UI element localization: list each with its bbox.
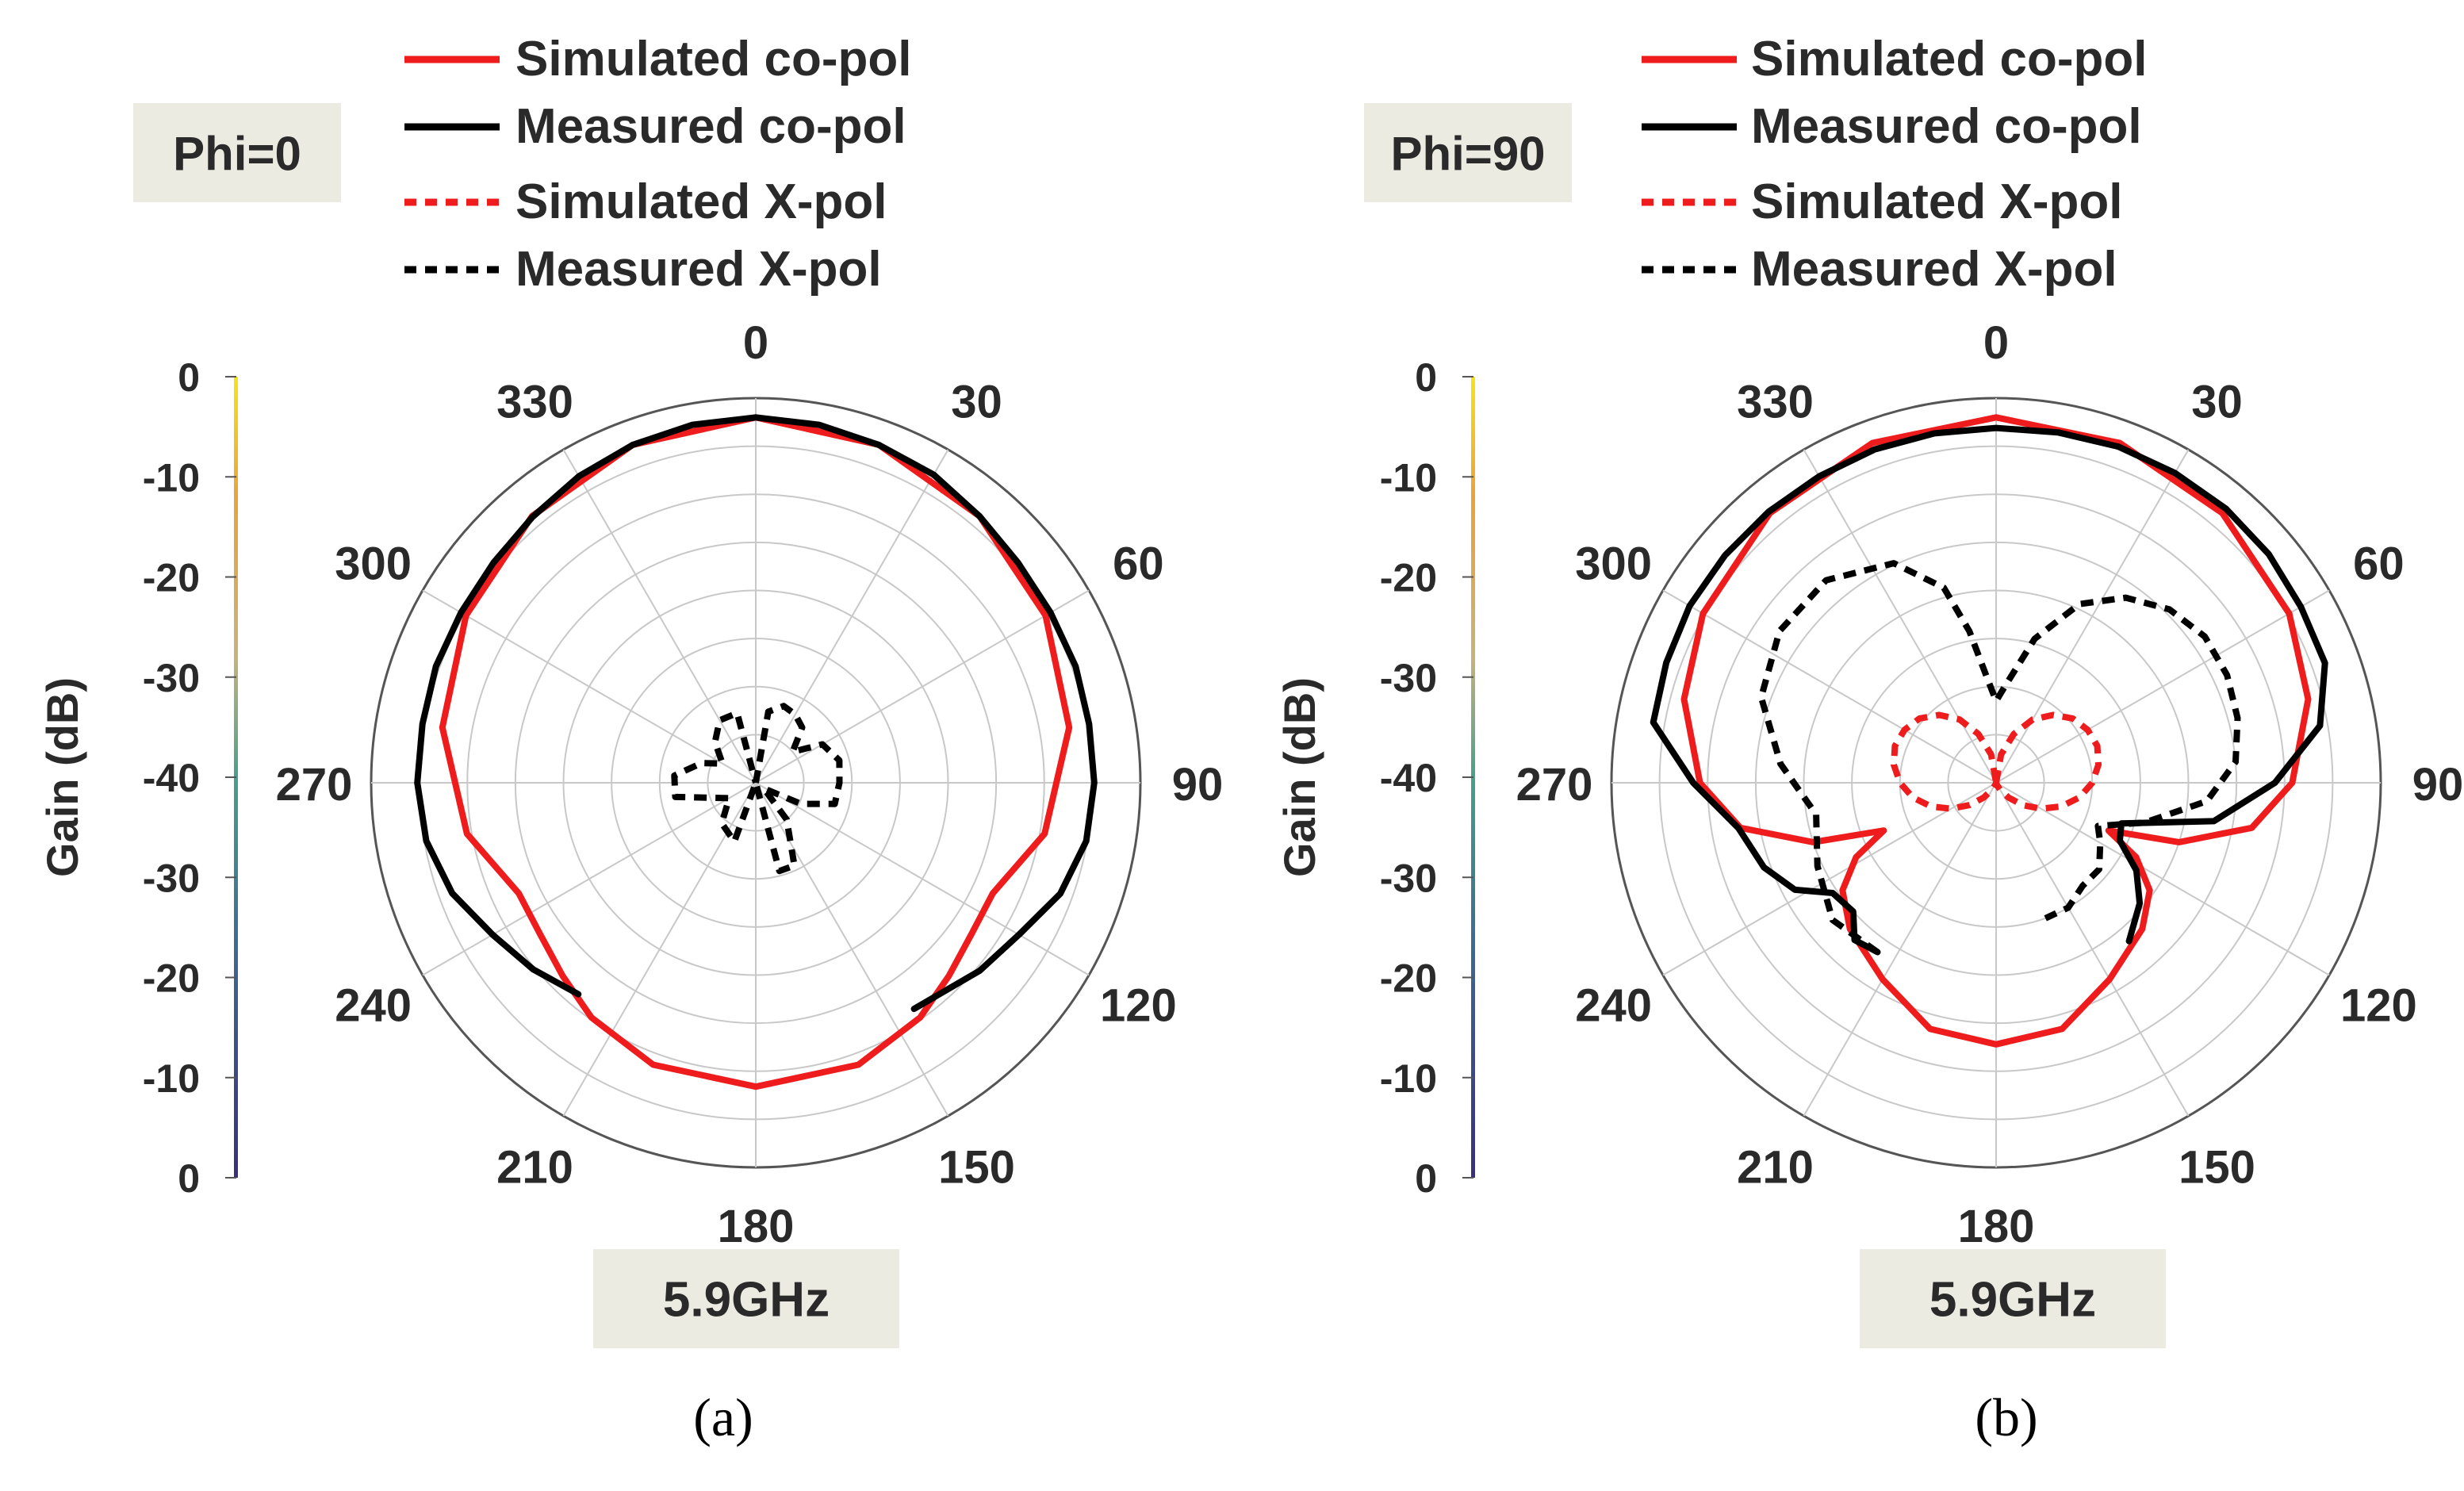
panel-caption: (a) [693, 1387, 753, 1447]
angle-tick-label: 0 [743, 317, 768, 369]
grid-spoke [1662, 589, 1997, 784]
angle-tick-label: 270 [1516, 759, 1593, 811]
angle-tick-label: 90 [1172, 759, 1224, 811]
colorbar: 0 -10 -20 -30 -40 -30 -20 -10 0 [143, 355, 238, 1201]
angle-tick-label: 60 [1113, 539, 1164, 590]
legend-label: Simulated co-pol [1751, 32, 2147, 86]
grid-spoke [1995, 589, 2330, 784]
grid-spoke [562, 782, 757, 1117]
colorbar-tick-label: -30 [143, 656, 200, 700]
angle-tick-label: 180 [1958, 1201, 2035, 1252]
colorbar-tick-label: 0 [178, 355, 200, 400]
series-measured-x-pol [671, 703, 843, 875]
angle-tick-label: 90 [2412, 759, 2464, 811]
angle-tick-label: 120 [1100, 980, 1177, 1032]
grid-spoke [1803, 782, 1997, 1117]
polar-grid [1610, 397, 2382, 1169]
phi-label: Phi=0 [173, 128, 301, 181]
y-axis-label: Gain (dB) [1274, 677, 1324, 877]
colorbar-tick-label: -10 [143, 1056, 200, 1101]
legend: Simulated co-pol Measured co-pol Simulated… [404, 32, 911, 297]
colorbar-tick-label: -10 [143, 455, 200, 500]
angle-tick-label: 300 [1575, 539, 1652, 590]
frequency-label: 5.9GHz [1929, 1273, 2096, 1328]
colorbar-tick-label: -40 [143, 756, 200, 800]
colorbar-tick-label: -30 [1380, 656, 1437, 700]
grid-spoke [422, 782, 757, 976]
angle-tick-label: 240 [335, 980, 412, 1032]
angle-tick-label: 210 [1737, 1141, 1814, 1193]
colorbar: 0 -10 -20 -30 -40 -30 -20 -10 0 [1380, 355, 1475, 1201]
angle-tick-label: 180 [718, 1201, 795, 1252]
grid-spoke [1803, 449, 1997, 784]
colorbar-tick-label: -20 [1380, 956, 1437, 1001]
angle-tick-label: 120 [2340, 980, 2417, 1032]
legend-label: Measured X-pol [515, 242, 882, 297]
series-measured-co-pol [414, 414, 1098, 1013]
series-simulated-x-pol [1891, 711, 2102, 812]
colorbar-tick-label: -10 [1380, 455, 1437, 500]
legend-label: Measured co-pol [515, 99, 906, 154]
series-simulated-co-pol [439, 414, 1073, 1090]
frequency-box [593, 1249, 899, 1348]
colorbar-tick-label: 0 [178, 1156, 200, 1201]
colorbar-tick-label: -20 [143, 556, 200, 600]
legend-label: Measured co-pol [1751, 99, 2142, 154]
angle-tick-label: 30 [2191, 377, 2243, 428]
grid-spoke [1995, 449, 2190, 784]
colorbar-tick-label: -20 [1380, 556, 1437, 600]
grid-spoke [755, 449, 949, 784]
angle-tick-label: 150 [938, 1141, 1015, 1193]
panel-caption: (b) [1975, 1387, 2037, 1447]
angle-tick-label: 30 [951, 377, 1002, 428]
colorbar-tick-label: -10 [1380, 1056, 1437, 1101]
angle-tick-label: 0 [1983, 317, 2009, 369]
colorbar-tick-label: 0 [1415, 1156, 1437, 1201]
series-measured-co-pol [1650, 424, 2328, 956]
legend: Simulated co-pol Measured co-pol Simulated… [1642, 32, 2147, 297]
colorbar-tick-label: -40 [1380, 756, 1437, 800]
grid-spoke [562, 449, 757, 784]
colorbar-tick-label: -30 [1380, 856, 1437, 900]
grid-spoke [1995, 782, 2330, 976]
polar-grid [370, 397, 1142, 1169]
colorbar-tick-label: -30 [143, 856, 200, 900]
grid-spoke [755, 782, 1090, 976]
y-axis-label: Gain (dB) [37, 677, 87, 877]
angle-tick-label: 210 [496, 1141, 573, 1193]
grid-spoke [422, 589, 757, 784]
angle-tick-label: 150 [2179, 1141, 2255, 1193]
panel-b: 0 30 60 90 120 150 180 210 240 270 300 330 0 -10 -20 -3… [1274, 32, 2463, 1447]
grid-spoke [1995, 782, 2190, 1117]
angle-tick-label: 240 [1575, 980, 1652, 1032]
angle-tick-label: 330 [496, 377, 573, 428]
grid-spoke [755, 589, 1090, 784]
phi-label-box [133, 103, 341, 202]
phi-label: Phi=90 [1390, 128, 1545, 181]
legend-label: Simulated co-pol [515, 32, 911, 86]
series-measured-x-pol [1757, 560, 2241, 955]
angle-tick-label: 300 [335, 539, 412, 590]
frequency-label: 5.9GHz [663, 1273, 830, 1328]
angle-tick-label: 60 [2353, 539, 2405, 590]
panel-a: 0 30 60 90 120 150 180 210 240 270 300 330 0 -10 -20 -3… [37, 32, 1223, 1447]
legend-label: Simulated X-pol [1751, 174, 2122, 229]
grid-spoke [1662, 782, 1997, 976]
frequency-box [1860, 1249, 2166, 1348]
phi-label-box [1364, 103, 1572, 202]
legend-label: Simulated X-pol [515, 174, 887, 229]
colorbar-tick-label: 0 [1415, 355, 1437, 400]
legend-label: Measured X-pol [1751, 242, 2117, 297]
colorbar-tick-label: -20 [143, 956, 200, 1001]
angle-tick-label: 330 [1737, 377, 1814, 428]
angle-tick-label: 270 [276, 759, 353, 811]
